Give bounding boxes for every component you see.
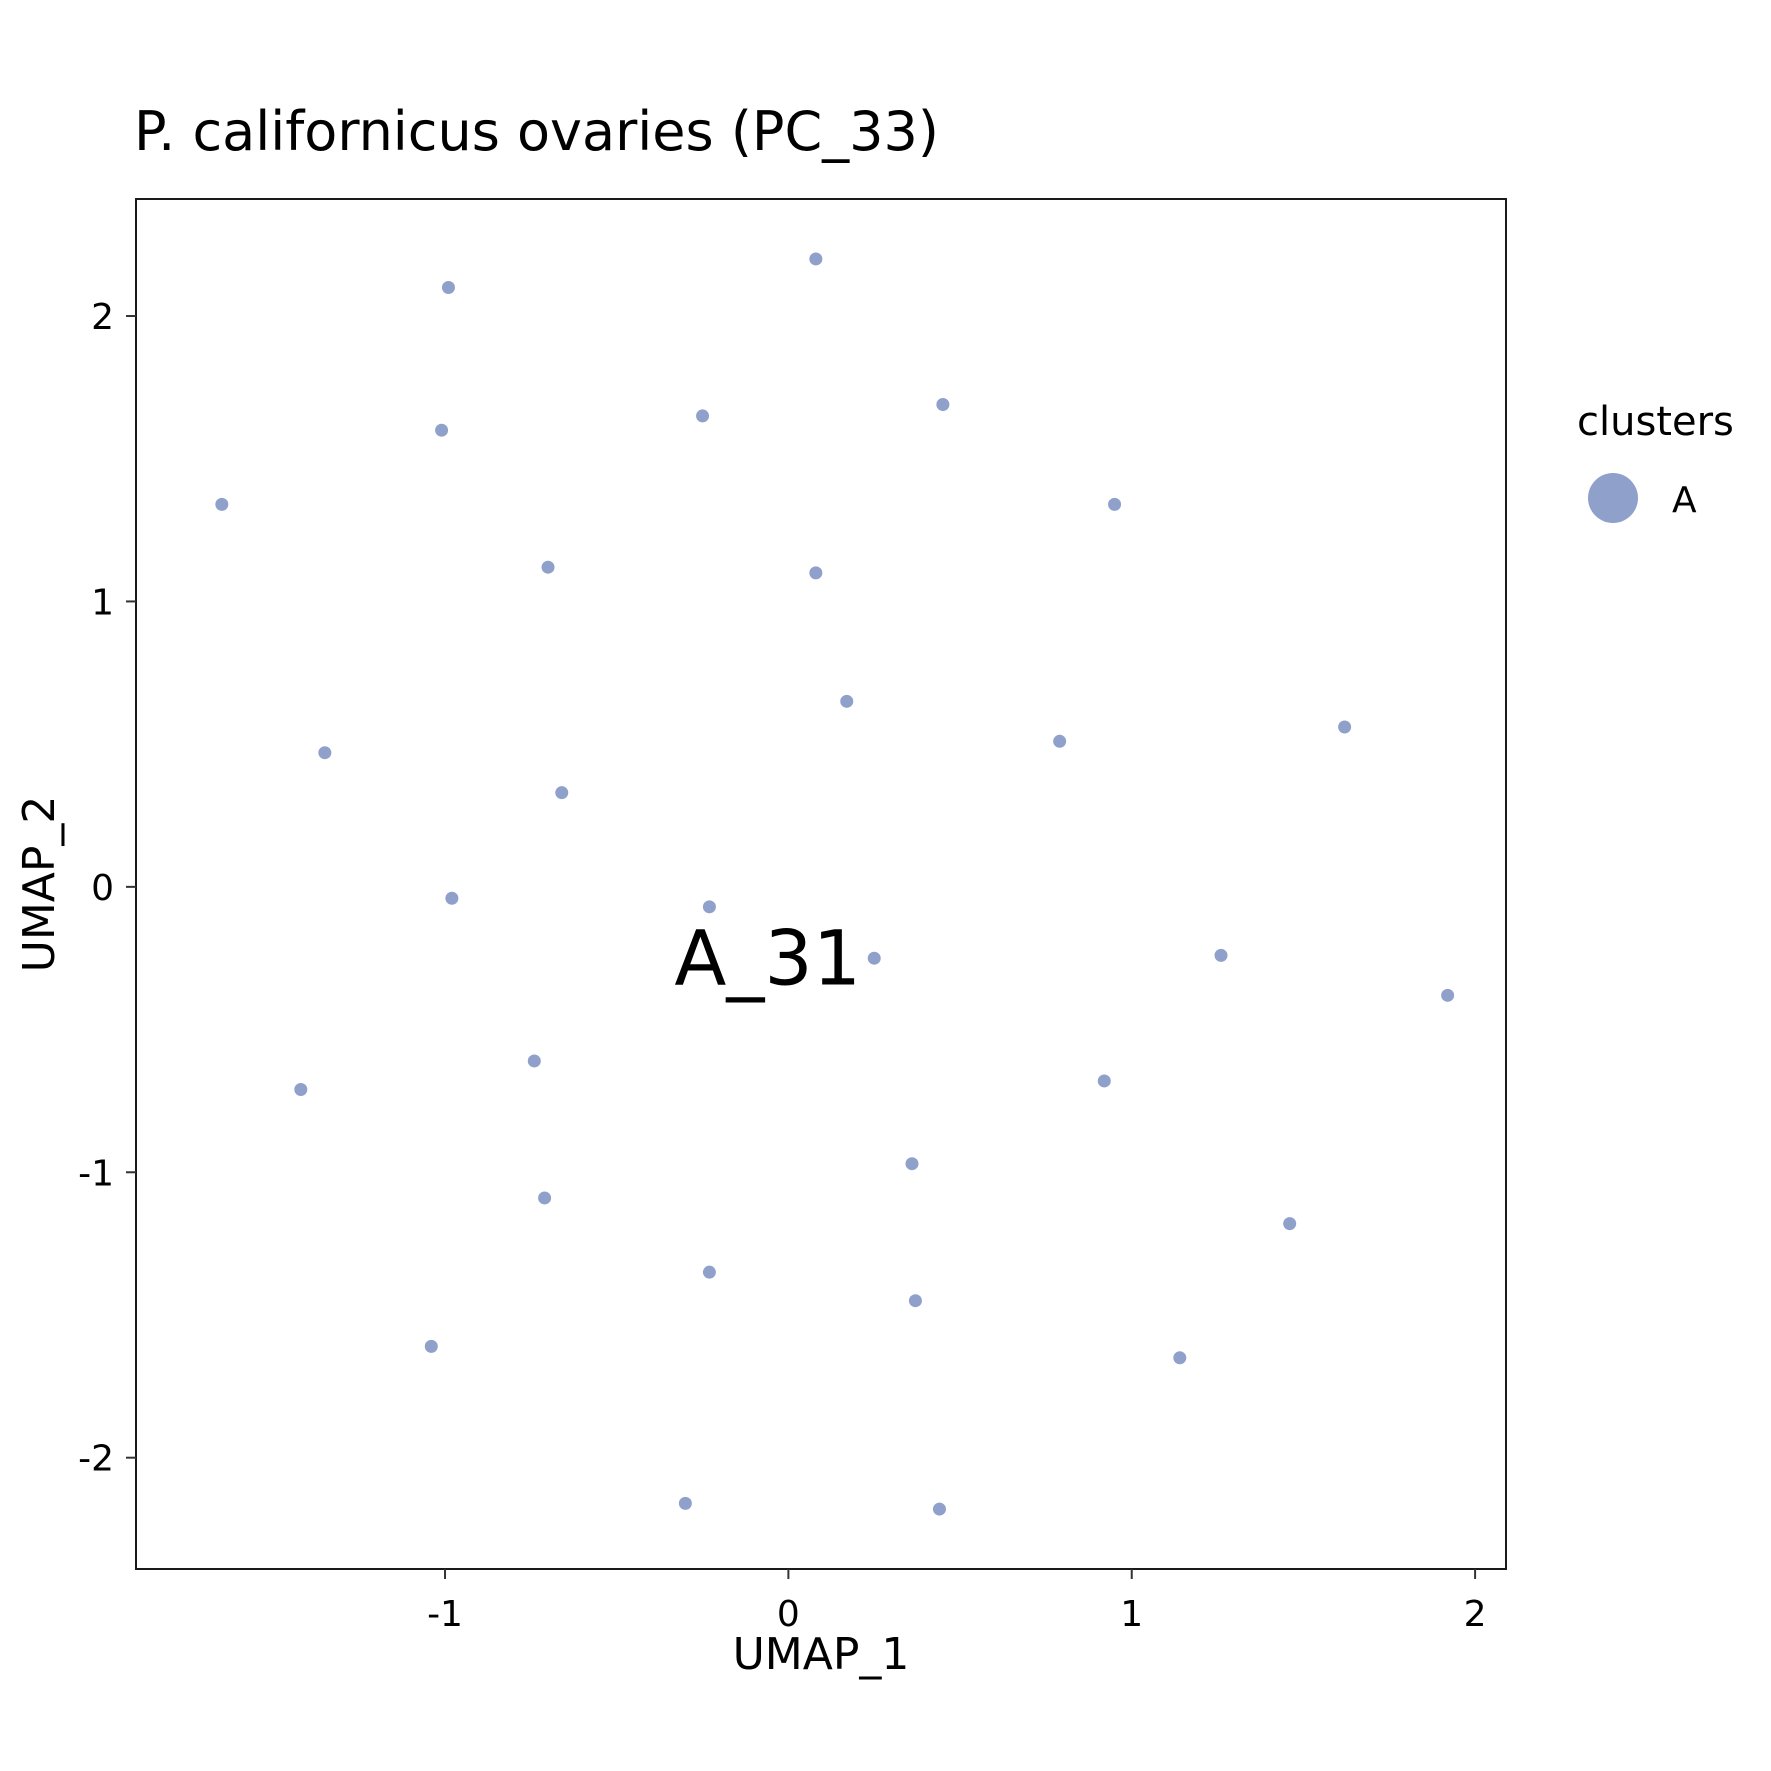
data-point: [424, 1339, 438, 1353]
legend-label-A: A: [1672, 480, 1697, 521]
data-points: [215, 252, 1455, 1516]
cluster-annotation: A_31: [674, 914, 861, 1003]
data-point: [527, 1054, 541, 1068]
data-point: [840, 694, 854, 708]
x-axis: -1 0 1 2: [427, 1569, 1487, 1635]
x-tick-label: 0: [777, 1594, 800, 1635]
data-point: [1441, 988, 1455, 1002]
y-tick-label: -2: [78, 1439, 114, 1480]
data-point: [1283, 1217, 1297, 1231]
data-point: [809, 566, 823, 580]
y-tick-label: 2: [91, 297, 114, 338]
legend-title: clusters: [1577, 399, 1734, 445]
data-point: [445, 891, 459, 905]
data-point: [932, 1502, 946, 1516]
x-tick-label: 2: [1464, 1594, 1487, 1635]
data-point: [809, 252, 823, 266]
data-point: [867, 951, 881, 965]
data-point: [555, 786, 569, 800]
data-point: [215, 497, 229, 511]
legend: clusters A: [1577, 399, 1734, 523]
data-point: [538, 1191, 552, 1205]
x-tick-label: 1: [1120, 1594, 1143, 1635]
x-tick-label: -1: [427, 1594, 463, 1635]
data-point: [1053, 734, 1067, 748]
data-point: [1338, 720, 1352, 734]
data-point: [696, 409, 710, 423]
y-axis: -2 -1 0 1 2: [78, 297, 136, 1480]
data-point: [936, 398, 950, 411]
y-axis-title: UMAP_2: [14, 796, 65, 973]
data-point: [294, 1083, 308, 1096]
data-point: [1108, 497, 1122, 511]
data-point: [1173, 1351, 1187, 1365]
data-point: [702, 900, 716, 914]
y-tick-label: 0: [91, 868, 114, 909]
x-axis-title: UMAP_1: [733, 1629, 910, 1680]
data-point: [905, 1157, 919, 1171]
data-point: [541, 560, 555, 574]
data-point: [1214, 948, 1228, 962]
chart-title: P. californicus ovaries (PC_33): [134, 100, 939, 163]
data-point: [678, 1496, 692, 1510]
y-tick-label: -1: [78, 1153, 114, 1194]
data-point: [441, 280, 455, 294]
data-point: [435, 423, 449, 437]
data-point: [702, 1265, 716, 1279]
plot-panel: [135, 198, 1507, 1570]
data-point: [318, 746, 332, 760]
legend-key-A: [1588, 473, 1638, 523]
data-point: [908, 1294, 922, 1308]
y-tick-label: 1: [91, 582, 114, 623]
data-point: [1097, 1074, 1111, 1088]
